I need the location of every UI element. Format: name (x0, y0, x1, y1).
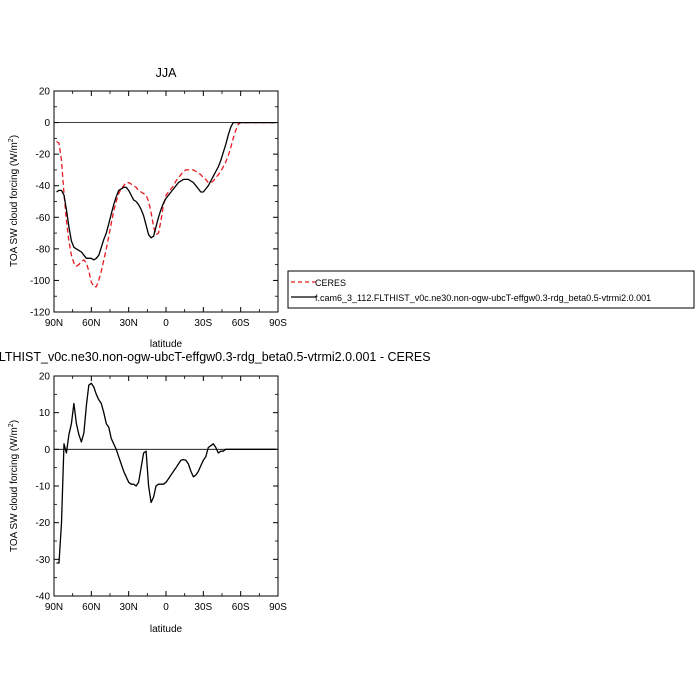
top-series-line-model (56, 121, 276, 261)
top-plot-frame (53, 90, 279, 313)
top-y-axis-label-main: TOA SW cloud forcing (W/m (9, 142, 20, 267)
legend-label-ceres: CERES (315, 278, 346, 288)
bottom-ytick-label: 0 (44, 445, 50, 456)
top-xtick-label: 0 (163, 318, 169, 329)
top-ytick-label: -80 (36, 244, 51, 255)
top-legend: CERES f.cam6_3_112.FLTHIST_v0c.ne30.non-… (287, 270, 695, 309)
bottom-y-axis-label-main: TOA SW cloud forcing (W/m (9, 427, 20, 552)
bottom-y-axis-label: TOA SW cloud forcing (W/m2) (8, 420, 20, 552)
bottom-xtick-label: 0 (163, 602, 169, 613)
top-xtick-label: 30N (119, 318, 137, 329)
bottom-ytick-label: 10 (39, 408, 51, 419)
bottom-series-line-main (56, 382, 276, 564)
top-y-axis-label: TOA SW cloud forcing (W/m2) (8, 135, 20, 267)
bottom-ytick-label: -20 (36, 518, 51, 529)
top-xtick-label: 90S (269, 318, 287, 329)
bottom-ytick-label: -40 (36, 592, 51, 603)
top-xtick-label: 90N (45, 318, 63, 329)
bottom-series-group (56, 382, 276, 564)
top-ytick-label: -120 (30, 308, 50, 319)
top-series-line-ceres (56, 121, 276, 288)
top-y-axis-label-tail: ) (9, 135, 20, 138)
top-ytick-label: -20 (36, 150, 51, 161)
top-xtick-label: 30S (194, 318, 212, 329)
bottom-xtick-label: 30N (119, 602, 137, 613)
bottom-xtick-label: 90S (269, 602, 287, 613)
bottom-plot-frame (53, 375, 279, 597)
bottom-ytick-label: -30 (36, 555, 51, 566)
top-xtick-label: 60N (82, 318, 100, 329)
bottom-ytick-label: 20 (39, 372, 51, 383)
top-chart-title: JJA (156, 66, 178, 80)
legend-label-model: f.cam6_3_112.FLTHIST_v0c.ne30.non-ogw-ub… (315, 293, 651, 303)
bottom-xtick-label: 60N (82, 602, 100, 613)
top-ytick-label: -60 (36, 213, 51, 224)
bottom-xtick-label: 30S (194, 602, 212, 613)
top-ytick-label: 20 (39, 87, 51, 98)
bottom-panel: f.cam6_3_112.FLTHIST_v0c.ne30.non-ogw-ub… (0, 350, 431, 635)
top-xtick-label: 60S (232, 318, 250, 329)
bottom-y-axis-label-sup: 2 (8, 423, 15, 427)
legend-box (287, 270, 695, 309)
top-series-group (56, 121, 276, 288)
top-x-axis-label: latitude (150, 339, 183, 350)
bottom-xtick-label: 90N (45, 602, 63, 613)
top-ytick-label: -40 (36, 181, 51, 192)
bottom-xtick-label: 60S (232, 602, 250, 613)
top-ytick-label: -100 (30, 276, 50, 287)
top-y-axis-label-sup: 2 (8, 138, 15, 142)
top-ytick-label: 0 (44, 118, 50, 129)
bottom-chart-title: f.cam6_3_112.FLTHIST_v0c.ne30.non-ogw-ub… (0, 350, 431, 364)
bottom-y-axis-label-tail: ) (9, 420, 20, 423)
bottom-ytick-label: -10 (36, 482, 51, 493)
bottom-x-axis-label: latitude (150, 624, 183, 635)
